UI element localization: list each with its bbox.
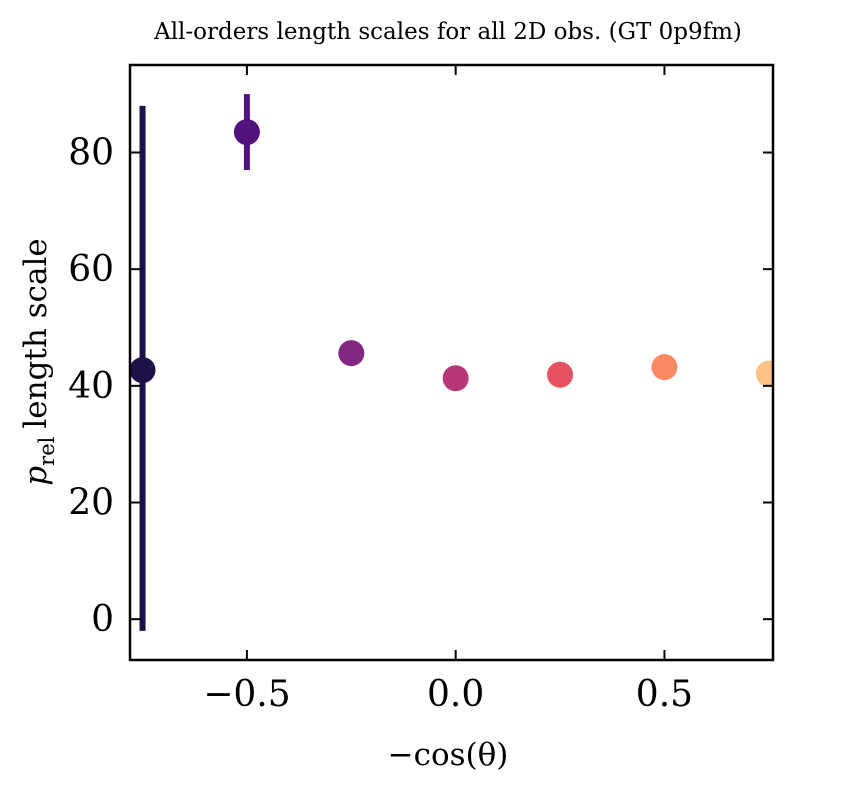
y-tick-label-1: 20	[68, 483, 114, 524]
y-axis-label-text: length scale	[18, 238, 54, 428]
y-tick-label-0: 0	[91, 599, 114, 640]
x-axis-label: −cos(θ)	[388, 737, 509, 773]
data-point-2	[338, 340, 365, 367]
y-axis: 0 20 40 60 80	[68, 133, 773, 640]
data-point-3	[442, 365, 469, 392]
plot-frame	[128, 63, 775, 662]
x-tick-label-2: 0.5	[636, 674, 693, 715]
plot-area	[130, 94, 773, 631]
y-tick-label-3: 60	[68, 249, 114, 290]
y-tick-label-2: 40	[68, 366, 114, 407]
y-tick-label-4: 80	[68, 133, 114, 174]
x-tick-label-0: −0.5	[203, 674, 290, 715]
y-axis-label: prel length scale	[18, 238, 59, 485]
y-axis-label-symbol: p	[18, 466, 54, 486]
data-point-5	[651, 354, 678, 381]
data-point-6	[755, 360, 773, 387]
x-tick-label-1: 0.0	[427, 674, 484, 715]
data-point-4	[547, 361, 574, 388]
chart-title: All-orders length scales for all 2D obs.…	[153, 19, 742, 45]
data-point-1	[233, 119, 260, 146]
y-axis-label-subscript: rel	[35, 436, 59, 465]
data-point-0	[130, 357, 156, 384]
x-axis: −0.5 0.0 0.5	[203, 65, 693, 715]
